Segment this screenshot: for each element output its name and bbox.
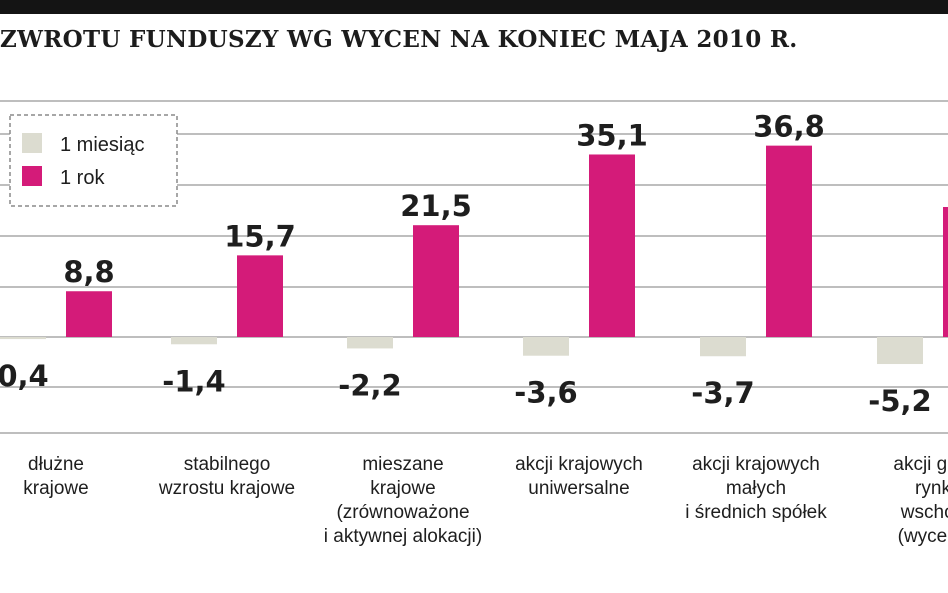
category-label-2-1: krajowe: [370, 478, 435, 499]
bar-1-miesiac-2: [347, 337, 393, 349]
category-label-3-0: akcji krajowych: [515, 454, 643, 475]
value-label-1-miesiac-0: 0,4: [0, 359, 49, 393]
value-label-1-miesiac-5: -5,2: [868, 384, 931, 418]
legend-swatch-1-rok: [22, 166, 42, 186]
category-label-5-0: akcji glob: [893, 454, 948, 475]
category-label-4-1: małych: [726, 478, 786, 499]
top-bar: [0, 0, 948, 14]
bar-1-rok-2: [413, 225, 459, 337]
category-label-5-2: wschod: [900, 502, 948, 523]
value-label-1-miesiac-4: -3,7: [691, 376, 754, 410]
category-label-4-0: akcji krajowych: [692, 454, 820, 475]
category-label-5-1: rynk: [915, 478, 948, 499]
value-label-1-miesiac-2: -2,2: [338, 368, 401, 402]
value-label-1-rok-1: 15,7: [224, 219, 296, 253]
bar-1-miesiac-3: [523, 337, 569, 356]
category-label-5-3: (wycena: [898, 526, 948, 547]
bar-1-rok-3: [589, 154, 635, 337]
bar-1-miesiac-1: [171, 337, 217, 345]
category-label-2-3: i aktywnej alokacji): [324, 526, 482, 547]
category-label-0-0: dłużne: [28, 454, 84, 475]
legend-label-1-miesiac: 1 miesiąc: [60, 134, 144, 156]
bar-1-rok-0: [66, 291, 112, 337]
category-label-2-2: (zrównoważone: [336, 502, 469, 523]
category-label-4-2: i średnich spółek: [685, 502, 827, 523]
value-label-1-miesiac-3: -3,6: [514, 376, 577, 410]
bar-1-rok-4: [766, 145, 812, 337]
value-label-1-miesiac-1: -1,4: [162, 364, 225, 398]
bar-1-miesiac-5: [877, 337, 923, 365]
bar-1-miesiac-0: [0, 337, 46, 340]
value-label-1-rok-3: 35,1: [576, 118, 648, 152]
bar-1-rok-5: [943, 207, 948, 337]
category-label-3-1: uniwersalne: [528, 478, 629, 499]
bar-1-rok-1: [237, 255, 283, 337]
category-label-1-1: wzrostu krajowe: [158, 478, 295, 499]
value-label-1-rok-2: 21,5: [400, 189, 472, 223]
category-label-0-1: krajowe: [23, 478, 88, 499]
bar-1-miesiac-4: [700, 337, 746, 357]
legend-label-1-rok: 1 rok: [60, 167, 105, 189]
category-label-2-0: mieszane: [362, 454, 443, 475]
category-label-1-0: stabilnego: [184, 454, 271, 475]
legend-swatch-1-miesiac: [22, 133, 42, 153]
chart-title: ZWROTU FUNDUSZY WG WYCEN NA KONIEC MAJA …: [0, 26, 798, 53]
value-label-1-rok-4: 36,8: [753, 110, 825, 144]
value-label-1-rok-0: 8,8: [63, 255, 114, 289]
legend-box: [9, 114, 178, 207]
